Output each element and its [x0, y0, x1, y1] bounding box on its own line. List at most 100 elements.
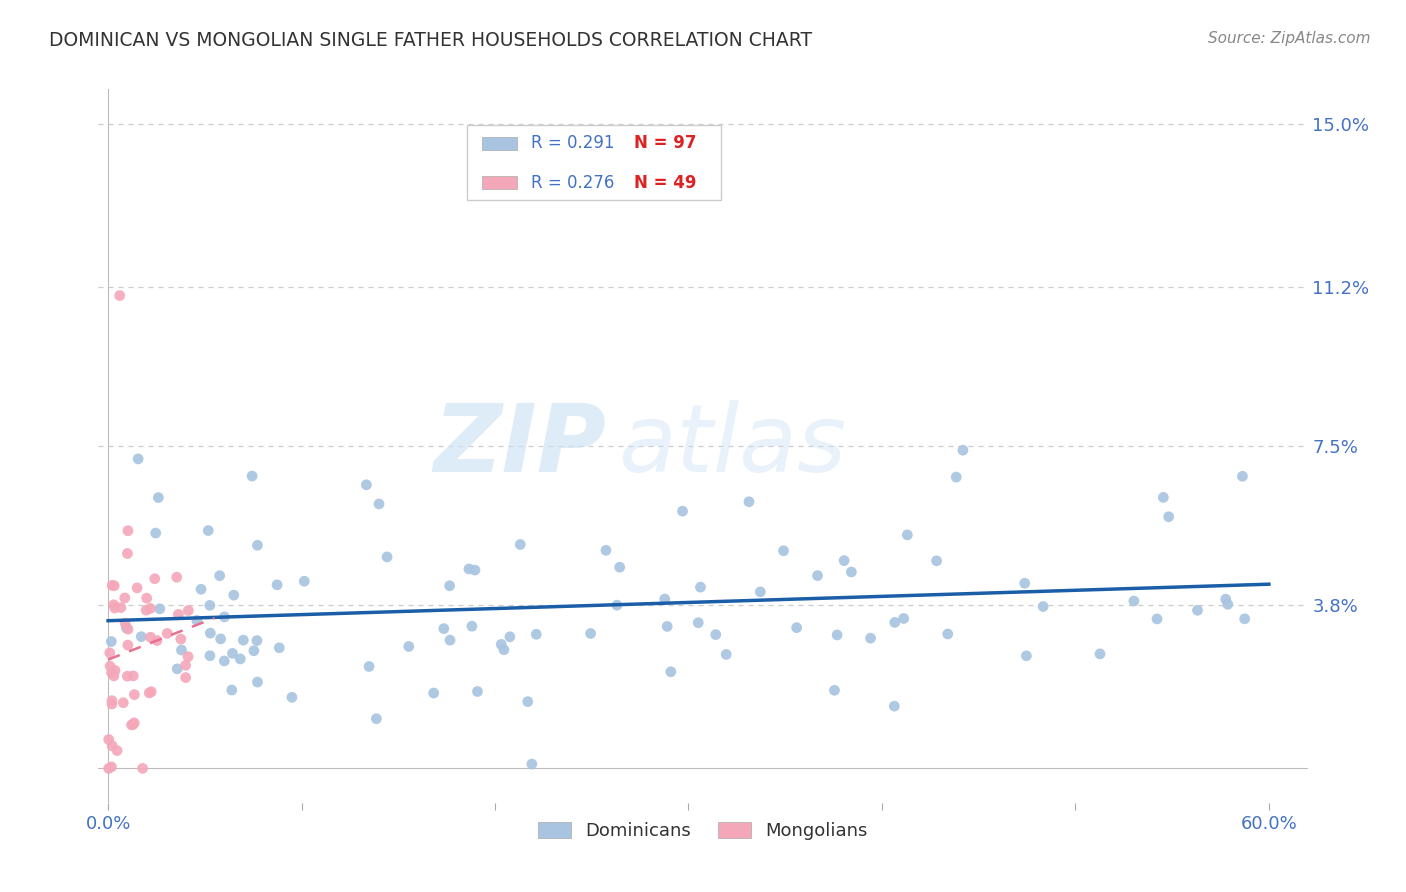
Point: [208, 568, 231, 582]
Point: [135, 603, 157, 617]
Point: [117, 669, 139, 683]
Point: [143, 572, 166, 586]
Point: [716, 648, 738, 662]
Point: [356, 477, 378, 491]
Point: [174, 658, 197, 673]
Text: R = 0.276: R = 0.276: [531, 174, 614, 192]
Point: [772, 543, 794, 558]
Point: [139, 601, 162, 615]
Point: [198, 599, 221, 613]
Point: [292, 574, 315, 589]
Point: [1015, 648, 1038, 663]
Point: [105, 743, 128, 757]
Point: [659, 665, 682, 679]
Point: [166, 570, 188, 584]
Point: [1014, 576, 1036, 591]
Point: [883, 615, 905, 630]
Point: [841, 565, 863, 579]
Point: [375, 549, 398, 564]
Text: atlas: atlas: [619, 401, 846, 491]
Point: [240, 469, 263, 483]
Point: [117, 524, 139, 538]
Point: [461, 619, 484, 633]
Point: [108, 288, 131, 302]
Point: [221, 683, 243, 698]
Point: [609, 560, 631, 574]
Text: DOMINICAN VS MONGOLIAN SINGLE FATHER HOUSEHOLDS CORRELATION CHART: DOMINICAN VS MONGOLIAN SINGLE FATHER HOU…: [49, 31, 813, 50]
Text: N = 97: N = 97: [634, 135, 696, 153]
Point: [366, 712, 388, 726]
Point: [167, 607, 190, 622]
Point: [103, 669, 125, 683]
Point: [1032, 599, 1054, 614]
Point: [433, 622, 456, 636]
Point: [467, 684, 489, 698]
Text: R = 0.291: R = 0.291: [531, 135, 614, 153]
Point: [115, 621, 138, 635]
Legend: Dominicans, Mongolians: Dominicans, Mongolians: [531, 814, 875, 847]
Point: [704, 627, 727, 641]
Point: [832, 553, 855, 567]
Point: [824, 683, 846, 698]
Point: [149, 602, 172, 616]
Point: [131, 761, 153, 775]
Point: [117, 622, 139, 636]
Text: ZIP: ZIP: [433, 400, 606, 492]
Point: [114, 616, 136, 631]
Point: [197, 524, 219, 538]
Point: [122, 669, 145, 683]
Point: [281, 690, 304, 705]
Point: [146, 633, 169, 648]
Point: [232, 633, 254, 648]
Point: [368, 497, 391, 511]
Point: [200, 626, 222, 640]
Point: [243, 644, 266, 658]
Point: [117, 546, 139, 560]
Point: [156, 626, 179, 640]
Point: [439, 579, 461, 593]
Point: [121, 718, 143, 732]
FancyBboxPatch shape: [467, 125, 721, 200]
Point: [398, 640, 420, 654]
Point: [177, 603, 200, 617]
Point: [246, 675, 269, 690]
Point: [141, 684, 163, 698]
Point: [806, 568, 828, 582]
Point: [595, 543, 617, 558]
Point: [945, 470, 967, 484]
Point: [209, 632, 232, 646]
Point: [127, 451, 149, 466]
Point: [936, 627, 959, 641]
Point: [491, 637, 513, 651]
FancyBboxPatch shape: [482, 177, 516, 189]
Point: [671, 504, 693, 518]
Point: [925, 554, 948, 568]
Point: [100, 665, 122, 680]
Point: [101, 697, 124, 711]
Point: [657, 619, 679, 633]
Point: [1157, 509, 1180, 524]
Point: [654, 592, 676, 607]
Point: [112, 696, 135, 710]
Point: [738, 494, 761, 508]
Point: [1233, 612, 1256, 626]
Point: [100, 634, 122, 648]
Point: [100, 760, 122, 774]
Point: [170, 632, 193, 646]
Point: [127, 581, 149, 595]
Point: [859, 631, 882, 645]
Point: [103, 598, 125, 612]
Point: [190, 582, 212, 597]
Point: [129, 630, 152, 644]
Point: [266, 578, 288, 592]
Point: [499, 630, 522, 644]
Point: [214, 610, 236, 624]
FancyBboxPatch shape: [482, 137, 516, 150]
Point: [97, 732, 120, 747]
Point: [1152, 491, 1174, 505]
Point: [117, 638, 139, 652]
Point: [439, 633, 461, 648]
Point: [269, 640, 291, 655]
Point: [138, 686, 160, 700]
Point: [606, 598, 628, 612]
